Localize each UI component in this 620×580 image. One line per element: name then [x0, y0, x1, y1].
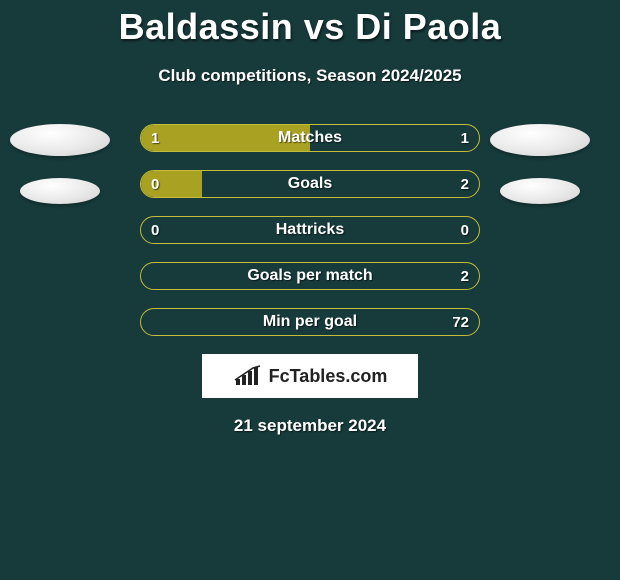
- team-right-logo-1: [490, 124, 590, 156]
- page-subtitle: Club competitions, Season 2024/2025: [0, 66, 620, 86]
- brand-box: FcTables.com: [202, 354, 418, 398]
- team-left-logo-2: [20, 178, 100, 204]
- stat-right-value: 2: [461, 263, 469, 289]
- comparison-chart: 1Matches10Goals20Hattricks0Goals per mat…: [0, 124, 620, 336]
- stat-label: Min per goal: [141, 309, 479, 335]
- chart-icon: [233, 365, 263, 387]
- stat-label: Goals: [141, 171, 479, 197]
- stat-row: 0Hattricks0: [140, 216, 480, 244]
- team-left-logo-1: [10, 124, 110, 156]
- stat-row: Goals per match2: [140, 262, 480, 290]
- brand-text: FcTables.com: [269, 366, 388, 387]
- stat-right-value: 72: [452, 309, 469, 335]
- date-label: 21 september 2024: [0, 416, 620, 436]
- stat-label: Goals per match: [141, 263, 479, 289]
- stat-label: Matches: [141, 125, 479, 151]
- stat-row: Min per goal72: [140, 308, 480, 336]
- stat-right-value: 0: [461, 217, 469, 243]
- stat-label: Hattricks: [141, 217, 479, 243]
- stat-right-value: 2: [461, 171, 469, 197]
- stat-right-value: 1: [461, 125, 469, 151]
- stat-row: 1Matches1: [140, 124, 480, 152]
- stat-row: 0Goals2: [140, 170, 480, 198]
- page-title: Baldassin vs Di Paola: [0, 0, 620, 48]
- team-right-logo-2: [500, 178, 580, 204]
